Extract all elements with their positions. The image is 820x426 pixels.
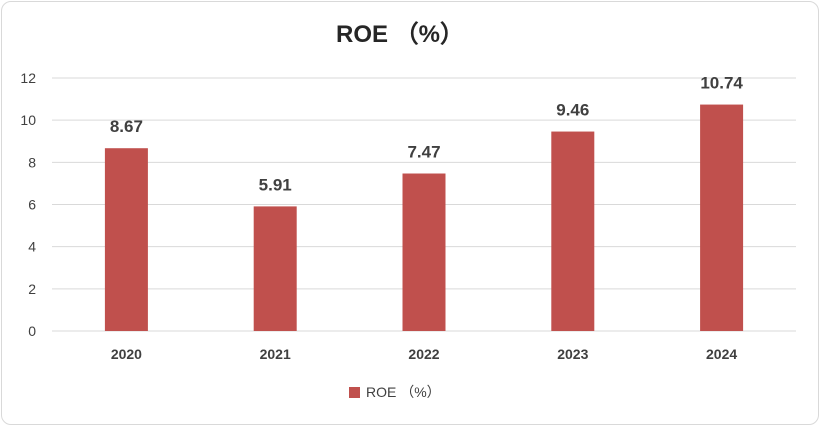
data-label-2023: 9.46 — [556, 101, 589, 120]
data-label-2022: 7.47 — [407, 143, 440, 162]
x-tick-label: 2024 — [706, 346, 737, 362]
y-tick-label: 12 — [20, 70, 36, 86]
x-tick-label: 2023 — [557, 346, 588, 362]
x-axis-ticks: 2020 2021 2022 2023 2024 — [111, 346, 738, 362]
chart-title: ROE （%） — [336, 21, 464, 48]
x-tick-label: 2020 — [111, 346, 142, 362]
data-labels: 8.67 5.91 7.47 9.46 10.74 — [110, 74, 744, 195]
x-tick-label: 2021 — [260, 346, 291, 362]
legend: ROE （%） — [349, 384, 441, 400]
bar-2023 — [551, 131, 595, 331]
data-label-2021: 5.91 — [259, 175, 292, 194]
y-tick-label: 4 — [28, 239, 36, 255]
legend-label: ROE （%） — [366, 384, 441, 400]
bar-2020 — [104, 148, 148, 331]
legend-swatch — [349, 387, 360, 398]
y-tick-label: 8 — [28, 154, 36, 170]
y-tick-label: 0 — [28, 323, 36, 339]
y-tick-label: 2 — [28, 281, 36, 297]
y-axis-ticks: 0 2 4 6 8 10 12 — [20, 70, 36, 339]
x-tick-label: 2022 — [408, 346, 439, 362]
bar-2021 — [253, 206, 297, 331]
bar-2024 — [700, 104, 744, 331]
data-label-2024: 10.74 — [700, 74, 743, 93]
data-label-2020: 8.67 — [110, 117, 143, 136]
gridlines — [52, 77, 796, 332]
bar-2022 — [402, 173, 446, 331]
y-tick-label: 6 — [28, 197, 36, 213]
y-tick-label: 10 — [20, 112, 36, 128]
bars — [104, 104, 744, 331]
